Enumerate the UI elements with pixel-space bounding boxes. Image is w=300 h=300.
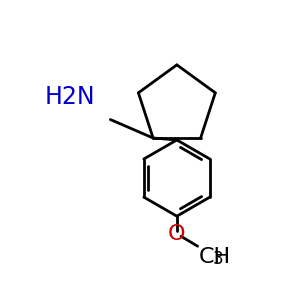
Text: O: O	[168, 224, 186, 244]
Text: H2N: H2N	[44, 85, 95, 109]
Text: CH: CH	[199, 248, 231, 267]
Text: 3: 3	[212, 250, 223, 268]
